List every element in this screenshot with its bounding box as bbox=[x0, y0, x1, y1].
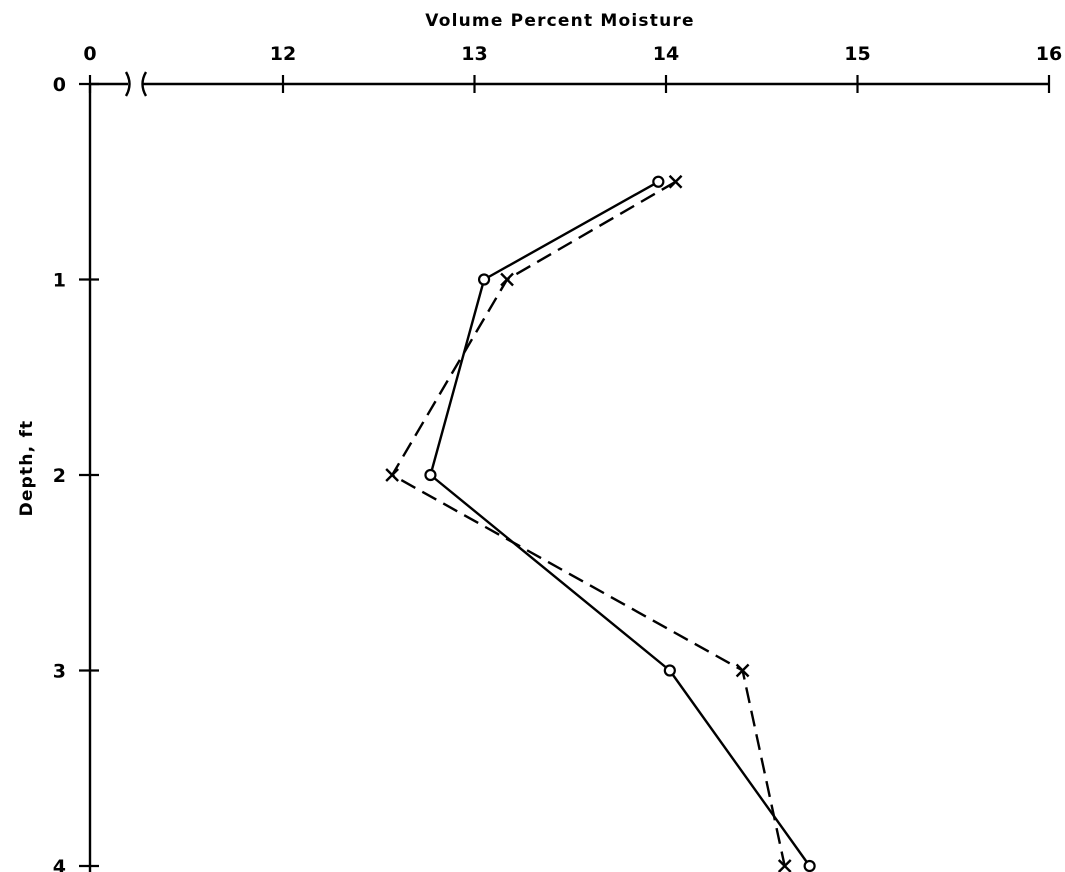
x-axis-break-mark bbox=[124, 71, 131, 97]
x-marker bbox=[385, 468, 400, 482]
circle-marker bbox=[477, 273, 491, 286]
x-tick-label: 0 bbox=[83, 43, 96, 65]
x-tick-label: 16 bbox=[1036, 43, 1062, 65]
x-tick-label: 14 bbox=[653, 43, 679, 65]
x-marker-stroke bbox=[385, 468, 400, 482]
series-layer bbox=[385, 174, 816, 872]
x-marker bbox=[668, 174, 683, 189]
x-marker-stroke bbox=[500, 272, 514, 287]
x-tick-label: 15 bbox=[844, 43, 870, 65]
circle-marker bbox=[424, 468, 437, 482]
x-marker-stroke bbox=[735, 663, 750, 678]
x-axis-title: Volume Percent Moisture bbox=[425, 11, 694, 31]
y-tick-label: 0 bbox=[53, 74, 66, 96]
circle-marker bbox=[803, 859, 816, 872]
x-axis-break-mark bbox=[141, 71, 148, 97]
y-tick-label: 2 bbox=[53, 465, 66, 487]
circle-marker bbox=[652, 175, 665, 188]
x-marker bbox=[777, 859, 792, 872]
x-marker-stroke bbox=[668, 174, 683, 189]
y-tick-label: 3 bbox=[53, 661, 66, 683]
y-tick-label: 4 bbox=[53, 856, 66, 872]
dashed-series-line bbox=[391, 180, 786, 867]
y-axis-title: Depth, ft bbox=[17, 420, 37, 517]
x-tick-label: 13 bbox=[461, 43, 487, 65]
y-tick-label: 1 bbox=[53, 270, 66, 292]
x-marker bbox=[500, 272, 514, 287]
circle-marker bbox=[663, 664, 676, 677]
x-marker bbox=[735, 663, 750, 678]
x-tick-label: 12 bbox=[270, 43, 296, 65]
x-marker-stroke bbox=[777, 859, 792, 872]
